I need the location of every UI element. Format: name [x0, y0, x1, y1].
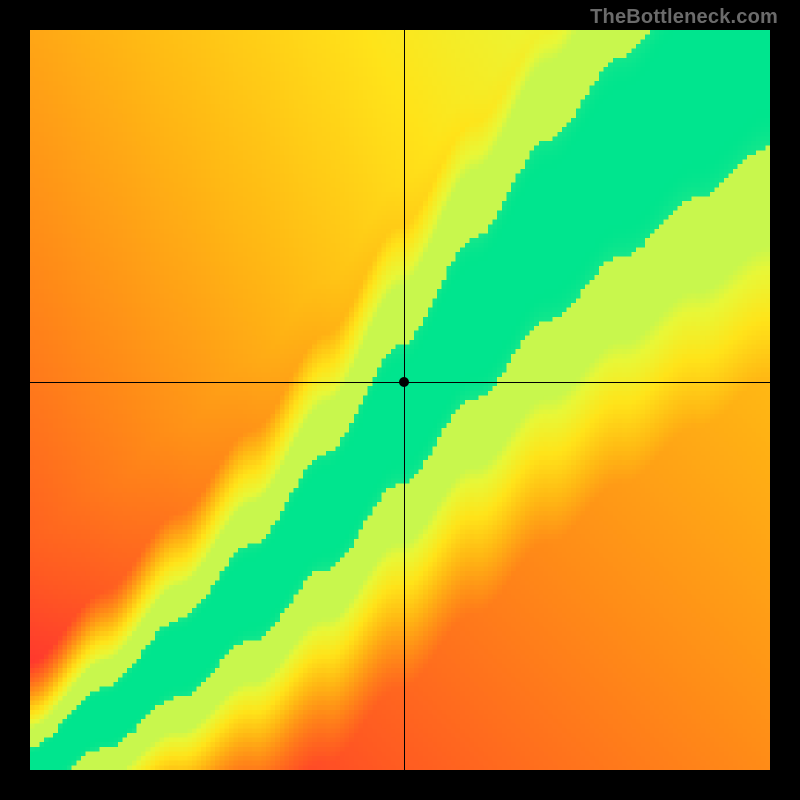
plot-area [30, 30, 770, 770]
heatmap-canvas [30, 30, 770, 770]
crosshair-vertical [404, 30, 405, 770]
chart-container: TheBottleneck.com [0, 0, 800, 800]
marker-dot [399, 377, 409, 387]
watermark-text: TheBottleneck.com [590, 6, 778, 29]
